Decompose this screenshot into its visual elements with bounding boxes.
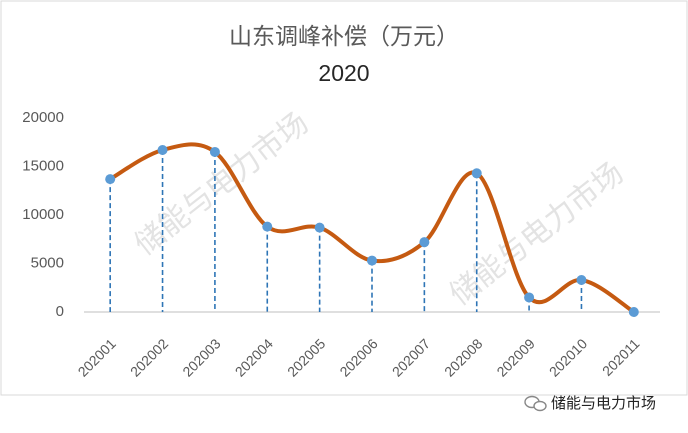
marker xyxy=(262,221,273,232)
marker xyxy=(419,237,430,248)
footer-text: 储能与电力市场 xyxy=(551,395,656,412)
marker xyxy=(105,174,116,185)
chart-title: 山东调峰补偿（万元） xyxy=(229,23,459,49)
marker xyxy=(209,146,220,157)
marker xyxy=(524,292,535,303)
marker xyxy=(471,168,482,179)
wechat-icon xyxy=(533,400,547,412)
chart-border xyxy=(0,0,688,396)
y-tick-label: 10000 xyxy=(22,206,64,223)
footer: 储能与电力市场 xyxy=(524,395,656,412)
y-tick-label: 15000 xyxy=(22,157,64,174)
y-tick-label: 5000 xyxy=(31,254,64,271)
marker xyxy=(157,145,168,156)
y-tick-label: 20000 xyxy=(22,109,64,126)
y-tick-label: 0 xyxy=(56,303,64,320)
marker xyxy=(314,222,325,233)
marker xyxy=(628,307,639,317)
marker xyxy=(576,274,587,285)
chart-subtitle: 2020 xyxy=(318,60,369,86)
marker xyxy=(367,255,377,266)
